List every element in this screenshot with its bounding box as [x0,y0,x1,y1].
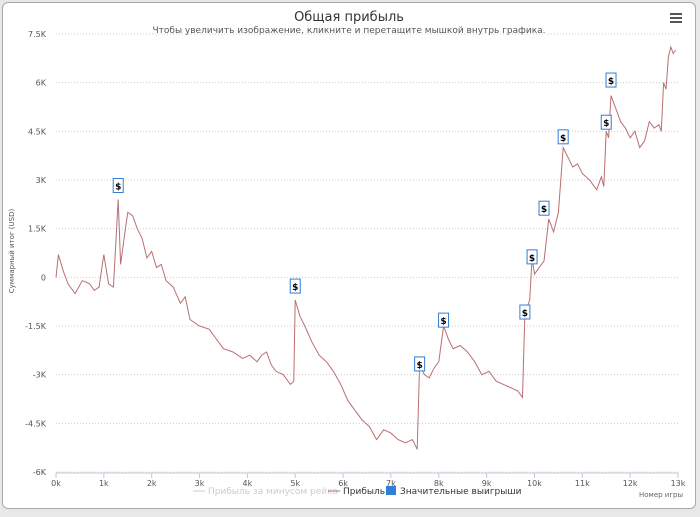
x-tick-label: 7k [386,479,396,488]
x-tick-label: 3k [195,479,205,488]
y-tick-label: -4.5K [25,419,47,428]
x-tick-label: 13k [671,479,686,488]
marker-label: $ [522,309,528,319]
marker-label: $ [292,283,298,293]
chart-subtitle: Чтобы увеличить изображение, кликните и … [152,26,545,36]
marker-label: $ [541,205,547,215]
legend-net-profit[interactable]: Прибыль за минусом рейка [208,487,338,497]
legend-swatch [386,486,396,495]
big-win-marker[interactable]: $ [289,278,301,294]
big-win-marker[interactable]: $ [526,249,538,265]
profit-chart[interactable]: Общая прибыль Чтобы увеличить изображени… [3,3,695,508]
big-win-marker[interactable]: $ [519,304,531,320]
big-win-marker[interactable]: $ [438,312,450,328]
y-axis-title: Суммарный итог (USD) [8,209,16,294]
big-win-marker[interactable]: $ [112,177,124,193]
y-tick-label: -6K [33,468,47,477]
big-win-marker[interactable]: $ [605,72,617,88]
y-tick-label: -1.5K [25,322,47,331]
legend-big-wins[interactable]: Значительные выигрыши [400,487,522,497]
marker-label: $ [440,317,446,327]
x-tick-label: 9k [482,479,492,488]
chart-title: Общая прибыль [294,10,404,25]
legend-profit[interactable]: Прибыль [343,487,385,497]
y-tick-label: 0 [41,273,46,282]
legend: Прибыль за минусом рейка Прибыль Значите… [193,486,522,497]
hamburger-menu-icon[interactable] [670,13,682,23]
profit-series-line[interactable] [55,45,677,450]
chart-container: Общая прибыль Чтобы увеличить изображени… [2,2,696,509]
marker-label: $ [416,361,422,371]
marker-label: $ [608,77,614,87]
x-tick-label: 5k [290,479,300,488]
x-tick-label: 0k [51,479,61,488]
big-win-marker[interactable]: $ [414,356,426,372]
y-tick-label: -3K [33,371,47,380]
big-win-marker[interactable]: $ [600,114,612,130]
x-axis-title: Номер игры [639,491,683,499]
x-tick-label: 8k [434,479,444,488]
marker-label: $ [115,182,121,192]
marker-label: $ [603,119,609,129]
big-win-marker[interactable]: $ [538,200,550,216]
x-tick-label: 12k [623,479,638,488]
big-win-marker[interactable]: $ [557,129,569,145]
x-tick-label: 4k [243,479,253,488]
y-tick-label: 7.5K [28,30,47,39]
y-tick-label: 4.5K [28,127,47,136]
y-tick-label: 6K [36,79,47,88]
y-tick-label: 1.5K [28,225,47,234]
y-tick-label: 3K [36,176,47,185]
x-tick-label: 11k [575,479,590,488]
x-tick-label: 10k [527,479,542,488]
x-tick-label: 1k [99,479,109,488]
marker-label: $ [560,134,566,144]
marker-label: $ [529,254,535,264]
x-tick-label: 2k [147,479,157,488]
x-tick-label: 6k [338,479,348,488]
